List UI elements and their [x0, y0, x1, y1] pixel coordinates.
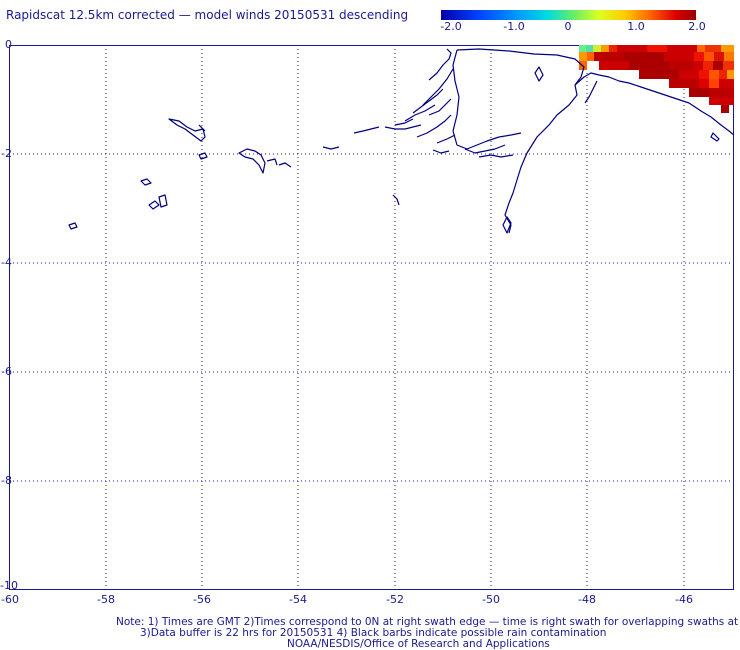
y-tick-label-10: -10: [0, 579, 18, 592]
map-border: [9, 45, 734, 590]
x-tick-label-54: -54: [289, 593, 307, 606]
grid-lines: [9, 45, 734, 590]
x-tick-label-56: -56: [193, 593, 211, 606]
x-tick-label-52: -52: [386, 593, 404, 606]
colorbar-label-max: 2.0: [688, 20, 706, 33]
y-tick-label-2: -2: [1, 147, 12, 160]
colorbar-gradient: [441, 10, 696, 20]
x-tick-label-58: -58: [97, 593, 115, 606]
colorbar: [441, 10, 696, 20]
wind-difference-cells: [579, 45, 734, 113]
coastline: [68, 48, 734, 234]
x-tick-label-46: -46: [675, 593, 693, 606]
y-tick-label-0: 0: [5, 38, 12, 51]
colorbar-label-min: -2.0: [440, 20, 462, 33]
y-tick-label-6: -6: [1, 365, 12, 378]
x-tick-label-50: -50: [482, 593, 500, 606]
colorbar-label-zero: 0: [564, 20, 572, 33]
colorbar-label-pos1: 1.0: [627, 20, 645, 33]
map-title: Rapidscat 12.5km corrected — model winds…: [6, 8, 409, 22]
x-tick-label-60: -60: [1, 593, 19, 606]
y-tick-label-8: -8: [1, 474, 12, 487]
x-tick-label-48: -48: [578, 593, 596, 606]
y-tick-label-4: -4: [1, 256, 12, 269]
note-line-3: NOAA/NESDIS/Office of Research and Appli…: [287, 638, 550, 650]
note-line-1: Note: 1) Times are GMT 2)Times correspon…: [116, 616, 740, 628]
note-line-2: 3)Data buffer is 22 hrs for 20150531 4) …: [140, 627, 607, 639]
colorbar-label-neg1: -1.0: [503, 20, 525, 33]
map-frame: [9, 45, 734, 590]
